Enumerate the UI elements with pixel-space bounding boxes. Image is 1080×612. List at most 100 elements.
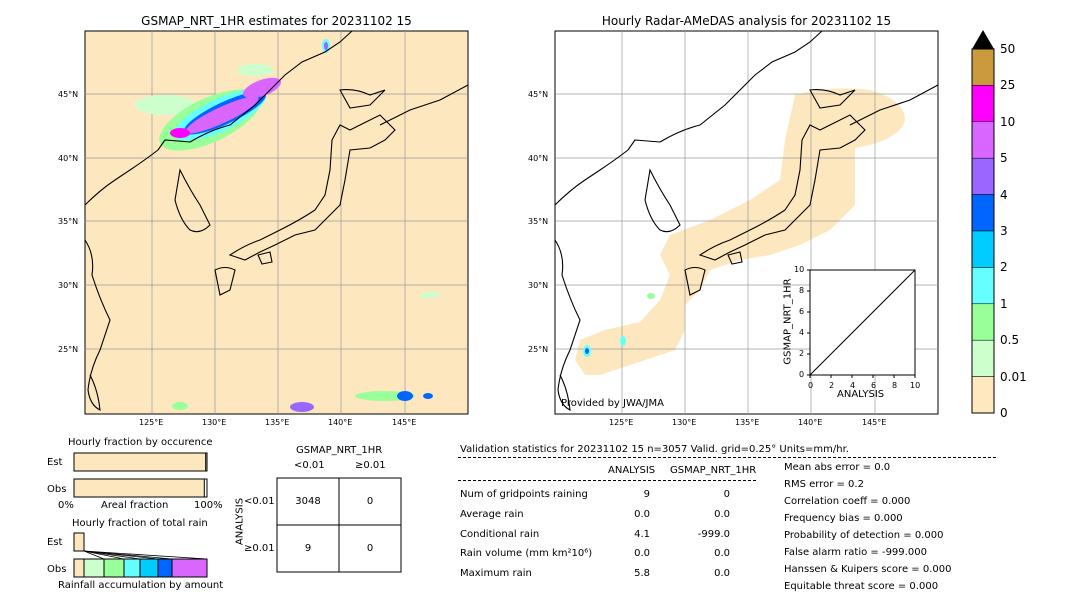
colorbar-block [971,121,995,159]
right-lat-35: 35°N [528,217,549,226]
contingency-grid [276,477,402,573]
contingency-cell-11: 0 [366,543,374,554]
right-lon-130: 130°E [672,418,697,427]
contingency-col-ge: ≥0.01 [355,460,386,471]
colorbar-block [971,48,995,86]
left-lat-30: 30°N [58,281,79,290]
colorbar-block [971,230,995,268]
rain-amount-seg-0 [73,558,85,578]
left-lat-25: 25°N [58,345,79,354]
inset-xtick-2: 2 [829,381,835,390]
right-lat-40: 40°N [528,154,549,163]
left-lon-130: 130°E [202,418,227,427]
colorbar-label: 3 [1000,224,1008,238]
right-lon-135: 135°E [735,418,760,427]
score-pod: Probability of detection = 0.000 [784,530,944,541]
score-rmse: RMS error = 0.2 [784,479,864,490]
colorbar-label: 1 [1000,296,1008,311]
inset-xtick-8: 8 [892,381,898,390]
right-map-rain [583,293,655,357]
validation-row-label: Num of gridpoints raining [460,489,588,500]
validation-col-analysis: ANALYSIS [608,465,656,476]
validation-divider [458,457,996,458]
rain-amount-bars [73,532,208,578]
inset-ytick-6: 6 [799,307,805,316]
validation-row-label: Maximum rain [460,568,532,579]
occurrence-axis-left: 0% [58,500,74,511]
inset-ytick-2: 2 [799,349,805,358]
score-hk: Hanssen & Kuipers score = 0.000 [784,564,952,575]
colorbar-label: 5 [1000,151,1008,166]
occurrence-obs-label: Obs [47,484,67,495]
contingency-cell-01: 0 [366,496,374,507]
left-map-rain [135,39,440,412]
right-lon-140: 140°E [798,418,823,427]
validation-row-gsmap: 0.0 [714,509,730,520]
colorbar [971,30,995,414]
validation-row-gsmap: 0.0 [714,568,730,579]
validation-col-gsmap: GSMAP_NRT_1HR [670,465,757,476]
left-lon-140: 140°E [328,418,353,427]
right-lat-30: 30°N [528,281,549,290]
left-map-coastline [84,30,469,411]
inset-diagonal [809,269,916,376]
colorbar-block [971,376,995,414]
right-map-grid [555,31,938,414]
right-lat-25: 25°N [528,345,549,354]
rain-amount-seg-2 [103,558,125,578]
colorbar-block [971,267,995,305]
left-map-title: GSMAP_NRT_1HR estimates for 20231102 15 [141,14,412,28]
colorbar-block [971,85,995,123]
rain-amount-seg-6 [171,558,208,578]
score-mae: Mean abs error = 0.0 [784,462,891,473]
colorbar-extend-arrow [972,30,994,49]
left-lon-135: 135°E [265,418,290,427]
score-far: False alarm ratio = -999.000 [784,547,927,558]
contingency-col-header: GSMAP_NRT_1HR [296,445,383,456]
occurrence-axis-mid: Areal fraction [101,500,169,511]
validation-table-divider [458,480,756,481]
inset-xlabel: ANALYSIS [837,389,885,400]
rain-amount-est-bar [73,532,85,552]
validation-row-analysis: 0.0 [634,509,650,520]
validation-row-analysis: 9 [643,489,650,500]
colorbar-label: 25 [1000,78,1016,93]
rain-amount-connectors [83,550,208,560]
validation-row-label: Average rain [460,509,524,520]
right-lon-125: 125°E [609,418,634,427]
rain-amount-seg-1 [83,558,105,578]
right-map-coastline [554,30,939,411]
colorbar-label: 0.5 [1000,333,1020,348]
contingency-row-ge: ≥0.01 [244,543,275,554]
validation-row-gsmap: -999.0 [697,529,730,540]
right-lat-45: 45°N [528,90,549,99]
occurrence-est-label: Est [47,457,63,468]
contingency-cell-00: 3048 [295,496,321,507]
inset-ytick-4: 4 [799,328,805,337]
left-map-frame [84,30,469,415]
colorbar-block [971,303,995,341]
left-lat-35: 35°N [58,217,79,226]
left-lon-145: 145°E [392,418,417,427]
rain-amount-seg-4 [139,558,159,578]
contingency-col-lt: <0.01 [294,460,325,471]
occurrence-axis-right: 100% [194,500,223,511]
inset-xtick-10: 10 [910,381,921,390]
score-correlation: Correlation coeff = 0.000 [784,496,911,507]
colorbar-label: 0 [1000,406,1008,420]
left-lat-45: 45°N [58,90,79,99]
occurrence-obs-fill [73,478,205,498]
validation-row-label: Conditional rain [460,529,540,540]
inset-ylabel: GSMAP_NRT_1HR [782,278,794,365]
inset-scatter [807,269,916,378]
left-map [84,30,469,415]
occurrence-bars [73,452,208,498]
contingency-row-lt: <0.01 [244,496,275,507]
validation-header: Validation statistics for 20231102 15 n=… [460,444,849,455]
rain-amount-obs-label: Obs [47,564,67,575]
occurrence-title: Hourly fraction by occurence [68,437,213,448]
right-lon-145: 145°E [862,418,887,427]
rain-amount-seg-5 [157,558,173,578]
rain-amount-footer: Rainfall accumulation by amount [58,580,224,591]
colorbar-block [971,194,995,232]
